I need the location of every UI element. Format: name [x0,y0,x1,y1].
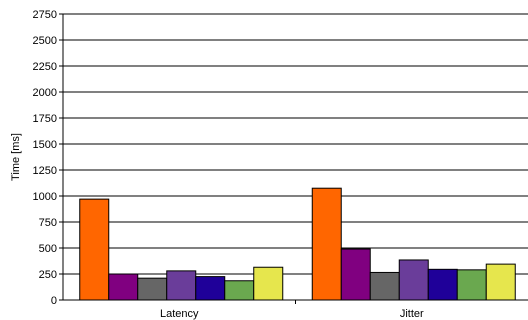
y-tick-label: 1750 [33,113,57,125]
y-tick-label: 2750 [33,9,57,21]
y-tick-label: 250 [39,269,57,281]
bar [311,187,342,301]
y-tick-label: 1500 [33,139,57,151]
y-axis-title: Time [ms] [10,133,22,181]
y-tick-label: 2000 [33,87,57,99]
y-tick-label: 750 [39,217,57,229]
bar [253,266,284,301]
bar [108,273,139,301]
y-tick-label: 1000 [33,191,57,203]
x-axis-ticks: Latency Jitter [160,300,424,320]
y-axis-ticks: 0 250 500 750 1000 1250 1500 1750 2000 2250 2500 27… [33,9,63,307]
bar [398,259,429,301]
bar [166,270,197,301]
bar [79,198,110,301]
bar [456,269,487,301]
bar [195,276,226,301]
bar [340,248,371,301]
y-tick-label: 2250 [33,61,57,73]
y-tick-label: 1250 [33,165,57,177]
bar [137,277,168,301]
bar [427,268,458,301]
bars [79,187,516,301]
x-category-label: Latency [160,308,199,320]
y-tick-label: 500 [39,243,57,255]
y-tick-label: 0 [51,295,57,307]
y-tick-label: 2500 [33,35,57,47]
gridlines [63,13,528,275]
bar [485,263,516,301]
x-category-label: Jitter [400,308,424,320]
bar [369,271,400,301]
bar [224,280,255,301]
